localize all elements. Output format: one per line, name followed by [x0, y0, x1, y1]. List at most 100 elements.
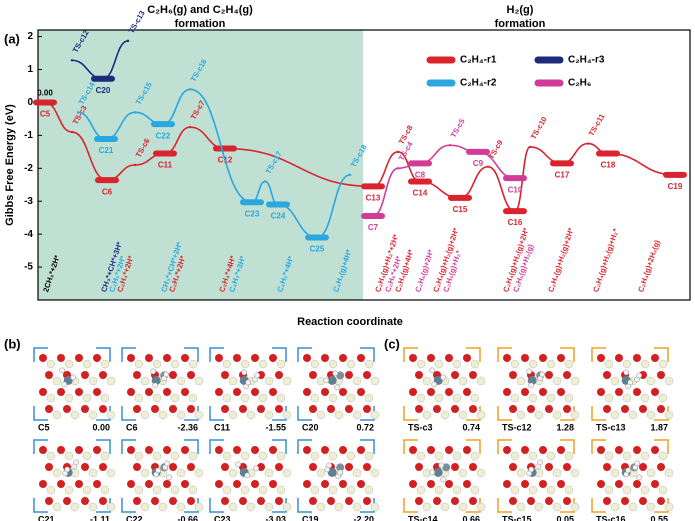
atom-ce: [604, 485, 614, 495]
atom-o: [99, 371, 107, 379]
atom-ce: [528, 359, 538, 369]
atom-ce: [346, 485, 356, 495]
atom-o: [321, 446, 329, 454]
structure: [297, 439, 380, 513]
structure: [33, 347, 116, 421]
cell-corner: [297, 406, 312, 421]
cell-corner: [560, 347, 575, 362]
atom-ce: [440, 410, 450, 420]
atom-ce: [228, 468, 238, 478]
atom-o: [415, 463, 423, 471]
atom-o: [427, 354, 435, 362]
atom-ce: [452, 359, 462, 369]
atom-ce: [316, 410, 326, 420]
atom-h: [528, 382, 535, 389]
atom-o: [309, 371, 317, 379]
atom-ce: [516, 410, 526, 420]
atom-ce: [604, 359, 614, 369]
atom-o: [57, 388, 65, 396]
structure-value: 0.55: [650, 514, 668, 521]
ts-point: [528, 145, 532, 149]
structure-label: TS-c13: [596, 422, 626, 432]
atom-o: [151, 405, 159, 413]
atom-o: [133, 463, 141, 471]
atom-ce: [510, 393, 520, 403]
atom-o: [363, 463, 371, 471]
atom-ce: [528, 393, 538, 403]
atom-ce: [310, 451, 320, 461]
ts-point: [396, 150, 400, 154]
atom-o: [251, 446, 259, 454]
atom-h: [235, 461, 242, 468]
atom-o: [133, 405, 141, 413]
atom-o: [187, 463, 195, 471]
ts-point: [76, 111, 80, 114]
structure-value: -2.36: [177, 422, 198, 432]
atom-h: [254, 372, 261, 379]
atom-ce: [570, 468, 580, 478]
atom-o: [303, 446, 311, 454]
atom-o: [545, 405, 553, 413]
atom-o: [63, 497, 71, 505]
state-label: C11: [158, 161, 173, 170]
atom-ce: [46, 485, 56, 495]
atom-ce: [134, 393, 144, 403]
atom-o: [221, 371, 229, 379]
header: H₂(g): [507, 4, 534, 16]
structure: [121, 439, 204, 513]
atom-ce: [564, 451, 574, 461]
atom-ce: [470, 451, 480, 461]
atom-ce: [176, 376, 186, 386]
atom-ce: [222, 451, 232, 461]
state-label: C7: [368, 223, 379, 232]
state-label: C10: [508, 185, 523, 194]
atom-o: [563, 405, 571, 413]
atom-o: [503, 388, 511, 396]
atom-ce: [604, 451, 614, 461]
atom-o: [269, 480, 277, 488]
atom-o: [363, 497, 371, 505]
structure: [403, 347, 486, 421]
state-label: C9: [473, 159, 484, 168]
atom-o: [163, 354, 171, 362]
y-tick-label: -1: [24, 130, 33, 141]
atom-ce: [276, 485, 286, 495]
atom-ce: [622, 451, 632, 461]
atom-ce: [434, 393, 444, 403]
ts-point: [396, 167, 400, 170]
y-tick-label: 0: [27, 97, 33, 108]
atom-ce: [170, 485, 180, 495]
atom-ce: [470, 359, 480, 369]
atom-ce: [176, 468, 186, 478]
atom-ce: [510, 485, 520, 495]
cell-corner: [33, 347, 48, 362]
atom-ce: [82, 485, 92, 495]
atom-h: [241, 369, 248, 376]
cell-corner: [272, 347, 287, 362]
atom-o: [597, 480, 605, 488]
atom-ce: [622, 393, 632, 403]
atom-ce: [370, 468, 380, 478]
atom-h: [244, 472, 251, 479]
atom-o: [257, 463, 265, 471]
atom-o: [181, 446, 189, 454]
atom-ce: [134, 451, 144, 461]
atom-ce: [564, 485, 574, 495]
y-tick-label: -5: [24, 262, 33, 273]
atom-o: [539, 354, 547, 362]
cell-corner: [121, 439, 136, 454]
ts-point: [133, 163, 137, 167]
state-label: C19: [668, 182, 683, 191]
atom-ce: [622, 485, 632, 495]
atom-ce: [276, 393, 286, 403]
atom-ce: [228, 410, 238, 420]
atom-ce: [328, 451, 338, 461]
cell-corner: [297, 498, 312, 513]
atom-o: [633, 388, 641, 396]
atom-o: [521, 480, 529, 488]
state-label: C24: [271, 212, 286, 221]
atom-o: [545, 497, 553, 505]
atom-o: [257, 405, 265, 413]
atom-ce: [316, 468, 326, 478]
atom-ce: [470, 485, 480, 495]
